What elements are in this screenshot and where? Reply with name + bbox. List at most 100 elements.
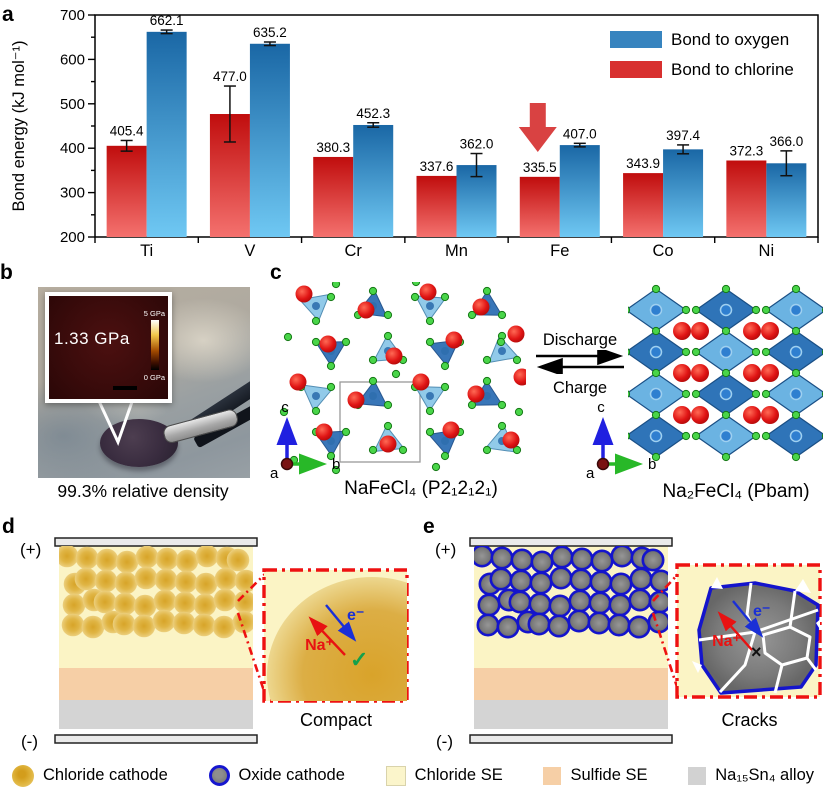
- na-atom: [442, 421, 460, 439]
- fe-atom: [719, 429, 733, 443]
- panel-c-label: c: [270, 261, 282, 284]
- na-atom: [761, 406, 779, 424]
- cl-atom: [467, 310, 477, 320]
- cl-atom: [681, 389, 691, 399]
- cl-atom: [651, 368, 661, 378]
- oxide-cathode-particle: [489, 567, 513, 591]
- y-tick-label: 300: [60, 185, 85, 202]
- negative-terminal-label: (-): [21, 732, 38, 751]
- na-atom: [761, 322, 779, 340]
- bar-Bond to oxygen-Ti: [146, 31, 187, 237]
- legend-label: Chloride SE: [414, 766, 503, 784]
- cl-atom: [691, 347, 701, 357]
- chloride-cathode-particle: [75, 546, 99, 570]
- cl-atom: [651, 452, 661, 462]
- x-category-label: Ti: [140, 242, 153, 260]
- electron-arrow: [325, 604, 357, 642]
- cl-atom: [691, 389, 701, 399]
- x-category-label: Mn: [445, 242, 468, 260]
- na-atom: [691, 364, 709, 382]
- cl-atom: [751, 305, 761, 315]
- cl-atom: [391, 369, 401, 379]
- zoom-inset-content: [692, 577, 820, 695]
- oxide-cathode-particle: [567, 609, 591, 633]
- na-atom: [357, 301, 375, 319]
- fe-atom: [719, 387, 733, 401]
- cl-atom: [751, 389, 761, 399]
- bond-energy-bar-chart: 200 300 400 500 600 700 Bond energy (kJ mol⁻¹)…: [10, 7, 819, 260]
- na-atom: [507, 325, 525, 343]
- sulfide-se-layer: [59, 668, 253, 700]
- cl-atom: [383, 331, 393, 341]
- value-label: 380.3: [316, 140, 350, 155]
- chloride-cathode-particle: [226, 548, 250, 572]
- cl-atom: [383, 400, 393, 410]
- chloride-cathode-particle: [113, 592, 137, 616]
- panel-b-label: b: [0, 261, 13, 284]
- x-category-label: Co: [653, 242, 674, 260]
- oxide-cathode-particle: [476, 613, 500, 637]
- bar-Bond to chlorine-Mn: [416, 175, 457, 237]
- cl-atom: [398, 445, 408, 455]
- na-atom: [289, 373, 307, 391]
- oxide-cathode-particle: [496, 615, 520, 639]
- spalled-fragment: [816, 619, 820, 630]
- value-label: 407.0: [563, 126, 597, 141]
- cl-atom: [410, 292, 420, 302]
- gray-swatch: [688, 766, 707, 785]
- na-atom: [691, 406, 709, 424]
- cathode-particles: [59, 546, 253, 639]
- oxide-cathode-particle: [628, 588, 652, 612]
- oxide-cathode-particle: [550, 546, 574, 569]
- value-label: 337.6: [420, 159, 454, 174]
- na-ion-label: Na⁺: [712, 633, 741, 650]
- fe-atom: [312, 302, 320, 310]
- oxide-cathode-particle: [474, 546, 494, 568]
- chart-legend-label: Bond to chlorine: [671, 60, 794, 79]
- chart-legend-swatch: [610, 61, 662, 78]
- b-axis-label: b: [648, 456, 656, 473]
- cl-atom: [721, 452, 731, 462]
- cl-atom: [425, 316, 435, 326]
- cl-atom: [628, 432, 631, 440]
- crack-line: [718, 631, 757, 694]
- panel-d-label: d: [2, 515, 15, 538]
- chloride-cathode-particle: [195, 546, 219, 568]
- chloride-cathode-particle: [175, 549, 199, 573]
- na-atom: [412, 373, 430, 391]
- zoom-inset-content: [267, 577, 407, 701]
- cl-atom: [681, 305, 691, 315]
- chloride-cathode-particle: [59, 546, 79, 568]
- na-atom: [419, 283, 437, 301]
- alloy-layer: [474, 700, 668, 729]
- bar-Bond to oxygen-Cr: [353, 124, 394, 237]
- chloride-cathode-particle: [81, 615, 105, 639]
- bottom-current-collector: [54, 734, 258, 744]
- cl-atom: [751, 431, 761, 441]
- na-atom: [385, 347, 403, 365]
- chloride-cathode-particle: [95, 548, 119, 572]
- chloride-cathode-particle: [213, 588, 237, 612]
- chloride-cathode-schematic: (+) (-) Na⁺ e⁻ ✓: [20, 537, 409, 751]
- chloride-cathode-particle: [234, 569, 253, 593]
- c-axis-label: c: [597, 400, 605, 416]
- oxide-cathode-particle: [587, 611, 611, 635]
- x-category-label: Ni: [759, 242, 775, 260]
- cl-atom: [651, 410, 661, 420]
- cl-atom: [496, 337, 506, 347]
- cl-atom: [497, 421, 507, 431]
- bottom-current-collector: [469, 734, 673, 744]
- cl-atom: [791, 410, 801, 420]
- chloride-cathode-particle: [232, 610, 253, 634]
- cl-atom: [440, 292, 450, 302]
- oxide-cathode-particle: [627, 615, 651, 639]
- cl-atom: [821, 307, 823, 313]
- afm-modulus-inset: 1.33 GPa 5 GPa 0 GPa: [45, 292, 172, 403]
- na-ion-arrow: [308, 616, 346, 656]
- cl-atom: [791, 452, 801, 462]
- fe-atom: [369, 392, 377, 400]
- cl-atom: [467, 400, 477, 410]
- spalled-fragment: [692, 661, 702, 673]
- pale-yellow-swatch: [385, 765, 406, 786]
